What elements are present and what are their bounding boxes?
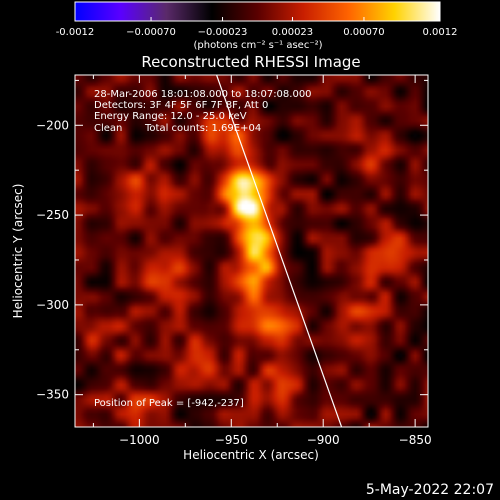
footer-date: 5-May-2022 22:07	[365, 482, 494, 498]
annotation-energy: Energy Range: 12.0 - 25.0 keV	[94, 111, 247, 122]
x-tick-label: −900	[307, 433, 340, 447]
y-tick-label: −250	[36, 208, 69, 222]
heatmap-image	[75, 75, 428, 427]
y-tick-label: −200	[36, 118, 69, 132]
colorbar	[74, 1, 441, 22]
colorbar-tick-label: -0.0012	[56, 27, 95, 38]
solar-limb-line	[216, 75, 343, 427]
annotation-detectors: Detectors: 3F 4F 5F 6F 7F 8F, Att 0	[94, 100, 268, 111]
colorbar-tick-label: 0.00023	[272, 27, 313, 38]
x-axis-label: Heliocentric X (arcsec)	[183, 448, 319, 462]
axis-ticks: −1000 −950 −900 −850 −200 −250 −300 −350	[36, 75, 432, 447]
colorbar-tick-label: 0.00070	[343, 27, 384, 38]
annotation-total-counts: Total counts: 1.69E+04	[144, 123, 261, 134]
chart-title: Reconstructed RHESSI Image	[141, 53, 360, 71]
y-axis-label: Heliocentric Y (arcsec)	[11, 184, 25, 319]
y-tick-label: −300	[36, 298, 69, 312]
annotation-clean: Clean	[94, 123, 122, 134]
y-tick-label: −350	[36, 388, 69, 402]
colorbar-ticks: -0.0012 −0.00070 −0.00023 0.00023 0.00070 0.0…	[56, 17, 458, 38]
annotation-time: 28-Mar-2006 18:01:08.000 to 18:07:08.000	[94, 89, 312, 100]
plot-frame	[74, 74, 429, 428]
x-tick-label: −850	[399, 433, 432, 447]
colorbar-tick-label: 0.0012	[423, 27, 458, 38]
x-tick-label: −950	[215, 433, 248, 447]
annotation-peak: Position of Peak = [-942,-237]	[94, 398, 244, 409]
colorbar-tick-label: −0.00023	[198, 27, 248, 38]
colorbar-tick-label: −0.00070	[126, 27, 176, 38]
colorbar-label: (photons cm⁻² s⁻¹ asec⁻²)	[193, 40, 322, 51]
x-tick-label: −1000	[119, 433, 160, 447]
